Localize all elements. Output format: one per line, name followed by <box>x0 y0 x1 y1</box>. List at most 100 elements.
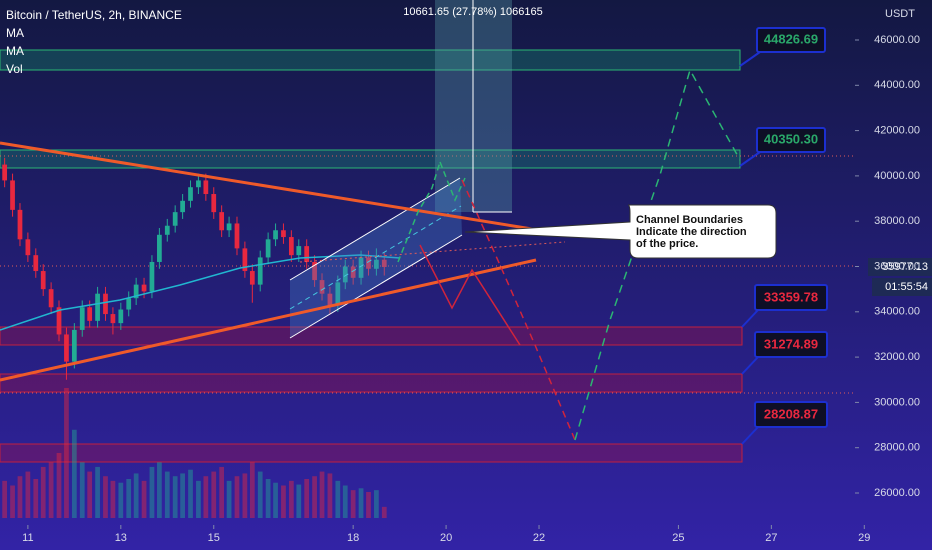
volume-bar <box>242 473 248 518</box>
channel <box>290 178 462 338</box>
callout-text: Channel Boundaries <box>636 214 743 226</box>
pointer <box>741 426 759 445</box>
pointer <box>739 51 761 67</box>
candle-body <box>48 289 54 308</box>
channel-top <box>289 177 461 281</box>
volume-bar <box>288 480 294 518</box>
volume-bar <box>157 462 162 518</box>
candle-body <box>149 261 155 292</box>
callout-text: of the price. <box>636 238 698 250</box>
candle-body <box>249 271 255 285</box>
candle-body <box>366 257 371 269</box>
candle-body <box>226 223 232 231</box>
candle-body <box>126 298 132 310</box>
pointer <box>741 356 759 375</box>
moving-average <box>0 254 401 331</box>
channel-bottom <box>289 234 463 339</box>
label-box <box>756 27 826 53</box>
volume-bar <box>304 479 310 518</box>
indicator: MA <box>6 44 24 58</box>
candle-body <box>211 194 217 213</box>
candle-body <box>327 293 333 306</box>
volume-bar <box>358 488 364 518</box>
candle-body <box>188 187 193 201</box>
candle-body <box>319 280 325 294</box>
volume-bar <box>335 480 341 518</box>
drawings: 44826.69 40350.30 33359.78 31274.89 2820… <box>0 27 828 445</box>
y-tick-label: 40000.00 <box>874 170 920 182</box>
volume-bar <box>203 476 209 518</box>
x-tick-label: 20 <box>440 532 452 544</box>
candle-body <box>10 180 15 210</box>
trendline <box>0 258 537 382</box>
channel-mid <box>289 205 462 310</box>
y-tick-label: 36000.00 <box>874 260 920 272</box>
candle-body <box>103 293 108 315</box>
price-tag <box>868 258 932 276</box>
volume-bar <box>17 476 23 518</box>
measure-label: 10661.65 (27.78%) 1066165 <box>403 6 542 18</box>
countdown-tag <box>872 278 932 296</box>
x-tick-label: 15 <box>208 532 220 544</box>
volume-bar <box>133 473 139 518</box>
y-tick-label: 34000.00 <box>874 306 920 318</box>
support-label: 31274.89 <box>764 336 818 351</box>
volume-bar <box>180 473 185 518</box>
label-box <box>754 284 828 311</box>
candle-body <box>196 180 201 188</box>
candle-body <box>141 284 147 292</box>
volume-bar <box>118 482 124 518</box>
candle-body <box>288 237 294 256</box>
x-tick-label: 22 <box>533 532 545 544</box>
trendline <box>0 141 533 231</box>
candle-body <box>350 266 356 278</box>
candle-body <box>118 309 124 324</box>
y-tick-label: 42000.00 <box>874 125 920 137</box>
support-zone <box>0 443 743 463</box>
volume-bar <box>33 479 39 518</box>
candle-body <box>79 307 85 330</box>
candle-body <box>234 223 240 249</box>
support-label: 33359.78 <box>764 289 818 304</box>
support-zone <box>0 373 743 393</box>
candle-body <box>71 329 77 362</box>
volume-bar <box>281 485 286 518</box>
volume-bar <box>141 480 147 518</box>
countdown: 01:55:54 <box>885 281 928 293</box>
volume-bar <box>172 476 178 518</box>
volume-bar <box>196 480 201 518</box>
y-tick-label: 26000.00 <box>874 487 920 499</box>
volume-bar <box>10 485 15 518</box>
projection-down <box>461 179 576 441</box>
volume-bar <box>103 476 108 518</box>
volume-bar <box>71 429 77 518</box>
candle-body <box>273 230 278 240</box>
candle-body <box>242 248 248 272</box>
candle-body <box>219 212 225 231</box>
zones <box>0 0 855 463</box>
volume-bar <box>273 482 278 518</box>
candle-body <box>172 212 178 226</box>
volume-bar <box>64 388 69 518</box>
volume-bar <box>110 480 116 518</box>
candle-body <box>110 314 116 324</box>
volume-bar <box>342 485 348 518</box>
projection-up <box>439 161 466 202</box>
candle-body <box>335 282 341 306</box>
volume-bar <box>25 471 31 518</box>
volume-bar <box>265 479 271 518</box>
x-tick-label: 29 <box>858 532 870 544</box>
candle-body <box>358 257 364 278</box>
candle-body <box>157 234 162 262</box>
volume-bar <box>79 462 85 518</box>
target-label: 44826.69 <box>764 31 818 46</box>
candle-body <box>95 293 100 321</box>
indicator: Vol <box>6 62 23 76</box>
axes: USDT 35977.13 01:55:54 26000.00 28000.00 3… <box>22 8 932 544</box>
volume-bar <box>95 466 100 518</box>
chart-title: Bitcoin / TetherUS, 2h, BINANCE <box>6 8 182 22</box>
volume-bar <box>149 466 155 518</box>
callout-text: Indicate the direction <box>636 226 747 238</box>
y-tick-label: 38000.00 <box>874 215 920 227</box>
